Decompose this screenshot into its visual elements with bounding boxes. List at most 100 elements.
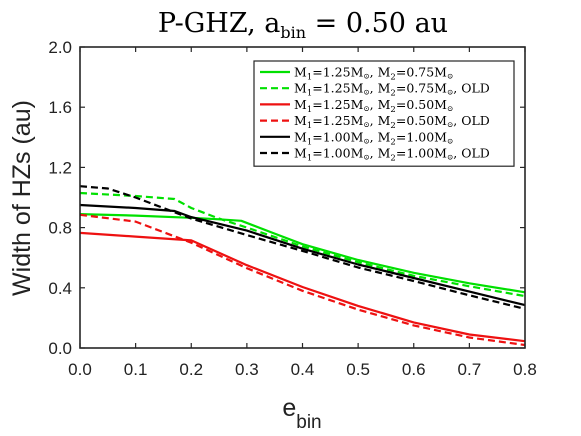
sun-symbol: ⊙ <box>363 120 369 129</box>
legend-text-part: , M <box>370 97 391 112</box>
x-tick-label: 0.8 <box>513 360 537 379</box>
legend-text-part: = <box>312 97 322 112</box>
legend-text-part: M <box>294 113 307 128</box>
legend-text-part: 0.75 <box>406 65 434 80</box>
sun-symbol: ⊙ <box>363 153 369 162</box>
legend-text-part: , M <box>370 65 391 80</box>
legend-entry: M1=1.00M⊙, M2=1.00M⊙, OLD <box>294 146 490 164</box>
legend-text-part: M <box>434 97 447 112</box>
legend-text-part: 1 <box>307 154 312 164</box>
legend-text-part: , M <box>370 129 391 144</box>
legend-text-part: M <box>351 129 364 144</box>
legend-text-part: M <box>351 113 364 128</box>
legend-text-part: , OLD <box>453 113 490 128</box>
x-tick-label: 0.3 <box>235 360 259 379</box>
x-tick-label: 0.1 <box>124 360 148 379</box>
legend-text-part: = <box>396 146 406 161</box>
title-main: P-GHZ, a <box>158 8 280 39</box>
y-tick-label: 0.4 <box>48 279 72 298</box>
sun-symbol: ⊙ <box>363 88 369 97</box>
legend-text-part: 2 <box>390 154 395 164</box>
legend-text-part: M <box>434 65 447 80</box>
sun-symbol: ⊙ <box>447 120 453 129</box>
legend-text-part: 1 <box>307 89 312 99</box>
legend-text-part: = <box>396 113 406 128</box>
legend-text-part: 1.25 <box>323 65 351 80</box>
series-line-5-solid <box>79 203 526 307</box>
sun-symbol: ⊙ <box>447 104 453 113</box>
legend-text-part: 1.25 <box>323 81 351 96</box>
y-tick-label: 1.6 <box>48 98 72 117</box>
legend-text-part: = <box>396 97 406 112</box>
sun-symbol: ⊙ <box>447 136 453 145</box>
legend-text-part: , M <box>370 113 391 128</box>
legend-text-part: M <box>434 81 447 96</box>
x-tick-label: 0.5 <box>346 360 370 379</box>
x-tick-label: 0.4 <box>291 360 315 379</box>
title-subscript: bin <box>280 23 306 42</box>
legend-text-part: 0.50 <box>406 97 434 112</box>
legend-text-part: , OLD <box>453 146 490 161</box>
legend-text-part: M <box>294 81 307 96</box>
sun-symbol: ⊙ <box>447 72 453 81</box>
legend-box <box>253 60 515 167</box>
legend-text-part: 1 <box>307 137 312 147</box>
legend-text-part: = <box>312 113 322 128</box>
legend-text-part: 2 <box>390 121 395 131</box>
legend: M1=1.25M⊙, M2=0.75M⊙M1=1.25M⊙, M2=0.75M⊙… <box>253 60 515 167</box>
legend-text-part: 1 <box>307 73 312 83</box>
sun-symbol: ⊙ <box>447 88 453 97</box>
legend-text-part: M <box>351 97 364 112</box>
legend-text-part: 1 <box>307 121 312 131</box>
legend-text-part: M <box>434 113 447 128</box>
legend-text-part: 2 <box>390 137 395 147</box>
legend-text-part: M <box>434 129 447 144</box>
sun-symbol: ⊙ <box>363 104 369 113</box>
legend-text-part: M <box>294 65 307 80</box>
legend-text-part: M <box>351 81 364 96</box>
x-axis-label-main: e <box>282 394 296 422</box>
series-line-2-old-dashed <box>79 191 526 298</box>
legend-text-part: = <box>312 129 322 144</box>
legend-entry: M1=1.25M⊙, M2=0.50M⊙, OLD <box>294 113 490 131</box>
legend-text-part: M <box>351 146 364 161</box>
legend-entry: M1=1.25M⊙, M2=0.75M⊙, OLD <box>294 81 490 99</box>
y-axis-label: Width of HZs (au) <box>8 100 36 296</box>
legend-text-part: 0.75 <box>406 81 434 96</box>
legend-text-part: 1.00 <box>323 129 351 144</box>
y-tick-label: 2.0 <box>48 38 72 57</box>
y-tick-label: 0.0 <box>48 339 72 358</box>
tick-labels: 0.0 0.1 0.2 0.3 0.4 0.5 0.6 0.7 0.8 0.0 0.4 0.8 1.2 1… <box>48 38 536 379</box>
legend-text-part: = <box>396 129 406 144</box>
legend-text-part: 1.25 <box>323 97 351 112</box>
sun-symbol: ⊙ <box>363 72 369 81</box>
series-line-3-solid <box>79 231 526 343</box>
legend-text-part: M <box>294 146 307 161</box>
x-tick-label: 0.6 <box>402 360 426 379</box>
legend-text-part: , M <box>370 146 391 161</box>
plot-area: 0.0 0.1 0.2 0.3 0.4 0.5 0.6 0.7 0.8 0.0 0.4 0.8 1.2 1… <box>48 38 536 379</box>
legend-text-part: , M <box>370 81 391 96</box>
x-tick-label: 0.7 <box>458 360 482 379</box>
legend-text-part: M <box>294 129 307 144</box>
legend-text-part: 1.00 <box>323 146 351 161</box>
legend-text-part: 1.00 <box>406 129 434 144</box>
legend-text-part: 2 <box>390 89 395 99</box>
series-line-6-old-dashed <box>79 185 526 310</box>
title-rest: = 0.50 au <box>306 8 448 39</box>
x-tick-label: 0.0 <box>68 360 92 379</box>
legend-text-part: = <box>396 81 406 96</box>
y-tick-label: 1.2 <box>48 158 72 177</box>
legend-entry: M1=1.25M⊙, M2=0.50M⊙ <box>294 97 453 115</box>
legend-text-part: 1 <box>307 105 312 115</box>
x-axis-label: ebin <box>282 394 321 433</box>
legend-text-part: M <box>294 97 307 112</box>
series-line-4-old-dashed <box>79 213 526 347</box>
sun-symbol: ⊙ <box>363 136 369 145</box>
legend-text-part: = <box>312 81 322 96</box>
x-axis-label-subscript: bin <box>296 412 321 433</box>
x-tick-label: 0.2 <box>179 360 203 379</box>
legend-text-part: M <box>351 65 364 80</box>
legend-entry: M1=1.00M⊙, M2=1.00M⊙ <box>294 129 453 147</box>
